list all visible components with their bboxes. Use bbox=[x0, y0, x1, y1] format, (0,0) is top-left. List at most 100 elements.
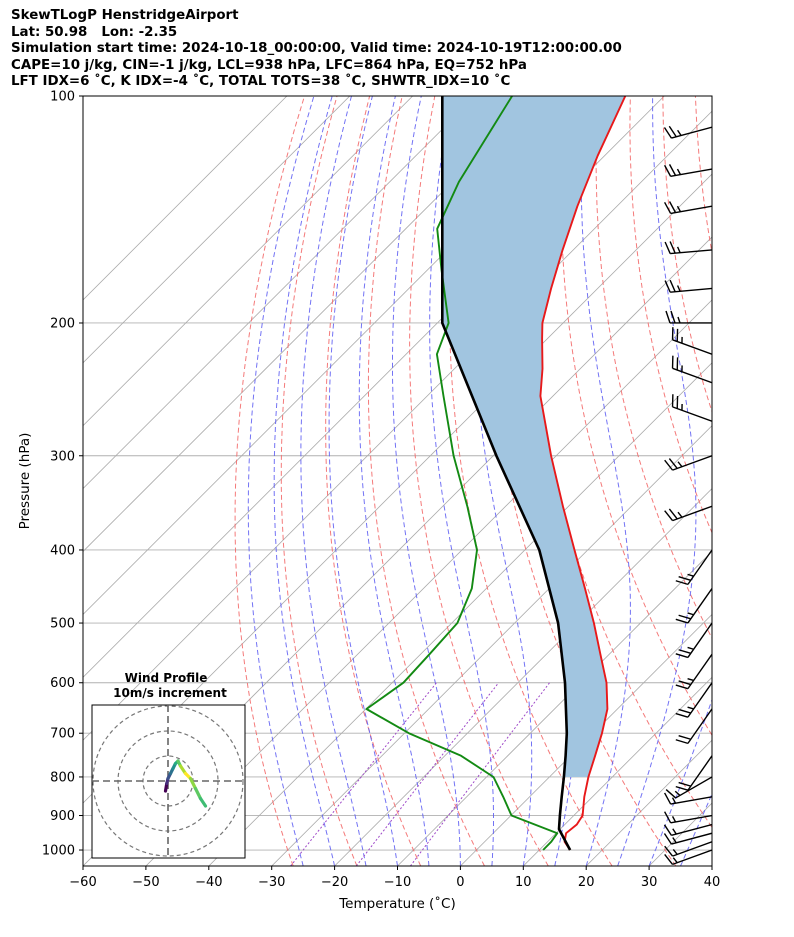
barb-flag bbox=[663, 811, 672, 824]
x-tick-label: −20 bbox=[321, 875, 348, 890]
barb-staff bbox=[687, 682, 712, 718]
barb-flag bbox=[678, 781, 691, 787]
parcel-line bbox=[441, 96, 572, 851]
wind-barb bbox=[664, 279, 712, 293]
barb-staff bbox=[672, 505, 712, 522]
barb-staff bbox=[671, 832, 712, 845]
wind-barb bbox=[671, 394, 712, 422]
barb-flag bbox=[675, 739, 689, 745]
dry-adiabat bbox=[234, 96, 305, 866]
barb-staff bbox=[672, 406, 712, 422]
barb-staff bbox=[687, 549, 712, 585]
barb-flag bbox=[678, 708, 691, 714]
wind-barbs bbox=[663, 125, 712, 866]
barb-flag bbox=[669, 241, 676, 254]
isotherm bbox=[397, 550, 712, 866]
location-line: Lat: 50.98 Lon: -2.35 bbox=[11, 24, 178, 40]
barb-flag bbox=[663, 202, 672, 214]
barb-flag bbox=[678, 734, 691, 740]
wind-barb bbox=[664, 849, 712, 866]
barb-flag bbox=[678, 614, 691, 620]
wind-profile-inset: Wind Profile 10m/s increment bbox=[91, 671, 246, 859]
x-tick-label: 40 bbox=[704, 875, 721, 890]
barb-staff bbox=[670, 814, 712, 824]
barb-staff bbox=[671, 823, 712, 837]
dry-adiabat bbox=[367, 96, 485, 866]
inset-title: Wind Profile bbox=[125, 671, 208, 685]
wind-barb bbox=[675, 622, 712, 659]
indices-line: LFT IDX=6 ˚C, K IDX=-4 ˚C, TOTAL TOTS=38… bbox=[11, 74, 511, 89]
wind-barb bbox=[664, 841, 712, 857]
barb-half-flag bbox=[677, 316, 681, 324]
moist-adiabat bbox=[680, 792, 712, 866]
barb-staff bbox=[687, 708, 712, 744]
y-tick-label: 300 bbox=[50, 449, 75, 464]
y-tick-label: 600 bbox=[50, 676, 75, 691]
barb-staff bbox=[675, 776, 712, 799]
x-tick-label: 20 bbox=[578, 875, 595, 890]
barb-staff bbox=[672, 367, 712, 384]
x-tick-label: −10 bbox=[384, 875, 411, 890]
barb-half-flag bbox=[677, 129, 682, 136]
x-tick-label: −60 bbox=[69, 875, 96, 890]
mixing-ratio-line bbox=[290, 682, 437, 866]
barb-flag bbox=[664, 280, 671, 293]
isotherm bbox=[83, 96, 413, 427]
barb-staff bbox=[672, 849, 712, 866]
barb-half-flag bbox=[687, 706, 694, 710]
barb-flag bbox=[668, 508, 678, 520]
chart-title: SkewTLogP HenstridgeAirport bbox=[11, 8, 239, 23]
moist-adiabat bbox=[300, 96, 367, 866]
mixing-ratio-lines bbox=[290, 682, 550, 866]
barb-flag bbox=[663, 833, 673, 845]
barb-flag bbox=[675, 684, 689, 690]
y-tick-label: 900 bbox=[50, 809, 75, 824]
barb-half-flag bbox=[687, 646, 694, 650]
dry-adiabat bbox=[728, 96, 794, 866]
barb-half-flag bbox=[677, 511, 683, 518]
y-axis: 1000 900 800 700 600 500 400 300 200 100 bbox=[42, 90, 83, 859]
barb-staff bbox=[670, 249, 712, 255]
x-axis-label: Temperature (˚C) bbox=[338, 895, 456, 912]
barb-half-flag bbox=[676, 246, 681, 253]
barb-half-flag bbox=[672, 837, 677, 844]
chart-header: SkewTLogP HenstridgeAirport Lat: 50.98 L… bbox=[11, 8, 622, 91]
barb-staff bbox=[687, 653, 712, 690]
hodograph-segment bbox=[198, 796, 208, 808]
hodograph bbox=[92, 705, 245, 858]
barb-half-flag bbox=[687, 573, 694, 577]
barb-half-flag bbox=[671, 797, 677, 804]
barb-flag bbox=[675, 712, 689, 718]
y-tick-label: 700 bbox=[50, 727, 75, 742]
barb-flag bbox=[668, 458, 678, 469]
dry-adiabat bbox=[761, 96, 794, 866]
isotherm bbox=[83, 96, 476, 490]
isotherm bbox=[83, 96, 288, 301]
wind-barb bbox=[671, 327, 712, 355]
barb-flag bbox=[670, 310, 676, 324]
wind-barb bbox=[675, 588, 712, 624]
moist-adiabat bbox=[617, 96, 697, 866]
isotherm bbox=[83, 96, 351, 364]
isotherm bbox=[523, 676, 712, 866]
moist-adiabat bbox=[328, 96, 398, 866]
barb-staff bbox=[687, 755, 712, 791]
wind-barb bbox=[675, 549, 712, 586]
x-tick-label: −30 bbox=[258, 875, 285, 890]
barb-staff bbox=[670, 796, 712, 805]
barb-flag bbox=[669, 279, 676, 292]
wind-barb bbox=[664, 505, 712, 522]
dry-adiabat bbox=[409, 96, 549, 866]
time-line: Simulation start time: 2024-10-18_00:00:… bbox=[11, 41, 622, 56]
wind-barb bbox=[665, 776, 712, 799]
y-tick-label: 1000 bbox=[42, 844, 75, 859]
isotherm bbox=[711, 865, 712, 866]
wind-barb bbox=[663, 201, 712, 215]
barb-half-flag bbox=[672, 848, 678, 855]
barb-flag bbox=[664, 241, 671, 254]
cape-area bbox=[442, 96, 626, 777]
barb-half-flag bbox=[687, 612, 694, 616]
y-tick-label: 800 bbox=[50, 770, 75, 785]
moist-adiabat bbox=[273, 96, 336, 866]
